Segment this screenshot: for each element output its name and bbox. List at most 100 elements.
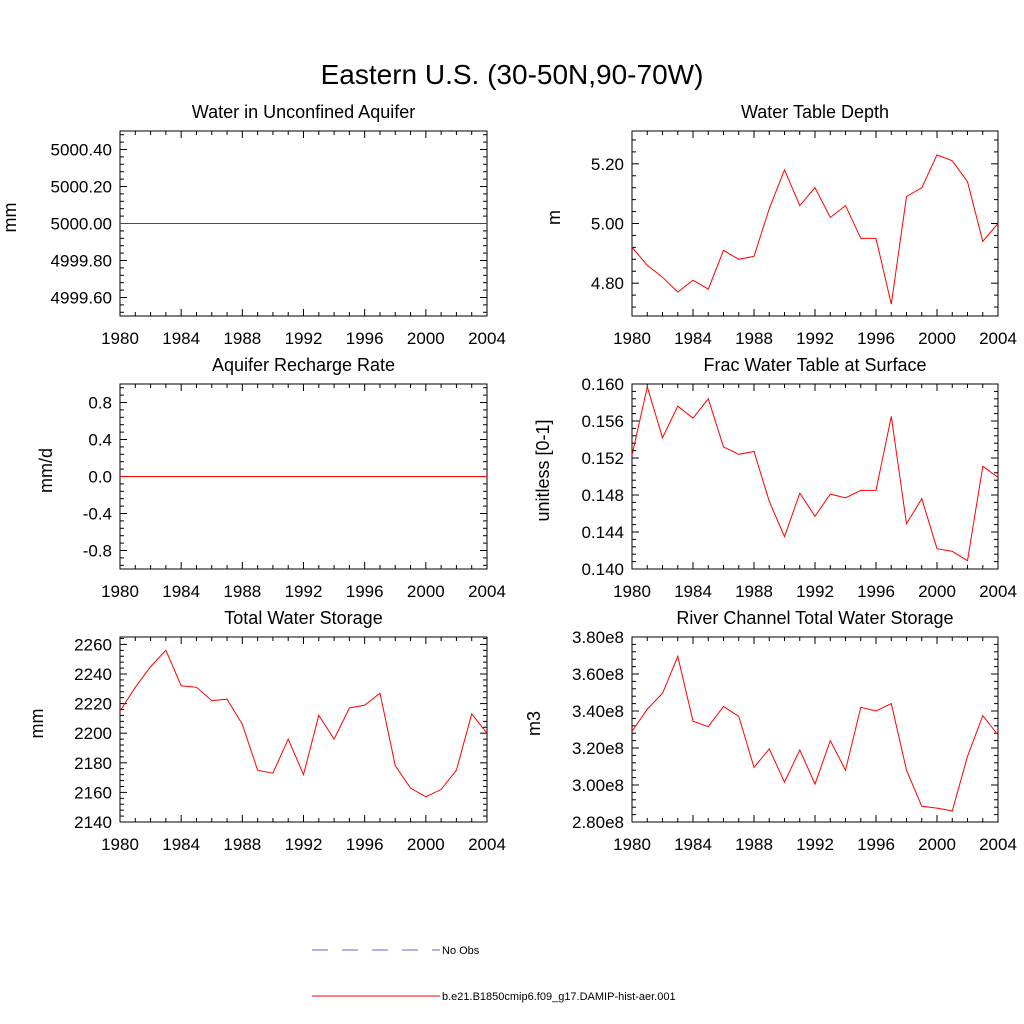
x-tick-label: 1980 bbox=[101, 835, 139, 854]
x-tick-label: 1988 bbox=[223, 582, 261, 601]
panels: Water in Unconfined Aquifer mm 1980 1984 198… bbox=[0, 102, 1017, 854]
y-axis-label: unitless [0-1] bbox=[533, 419, 553, 521]
x-tick-label: 1980 bbox=[613, 582, 651, 601]
series-line bbox=[631, 654, 999, 812]
y-tick-label: 5.00 bbox=[591, 215, 624, 234]
x-tick-label: 1992 bbox=[796, 582, 834, 601]
y-tick-label: 3.40e8 bbox=[572, 702, 624, 721]
panel-2: Water Table Depth m 1980 1984 1988 1992 1996 20… bbox=[544, 102, 1017, 348]
x-tick-label: 1984 bbox=[674, 835, 712, 854]
x-tick-label: 1980 bbox=[101, 329, 139, 348]
x-tick-label: 1992 bbox=[285, 835, 323, 854]
y-tick-label: 0.148 bbox=[581, 486, 624, 505]
x-tick-label: 1996 bbox=[857, 329, 895, 348]
y-tick-label: 4999.80 bbox=[51, 252, 112, 271]
y-tick-label: 0.156 bbox=[581, 412, 624, 431]
y-tick-label: 3.80e8 bbox=[572, 628, 624, 647]
legend-model-label: b.e21.B1850cmip6.f09_g17.DAMIP-hist-aer.… bbox=[442, 991, 676, 1003]
y-tick-label: 0.8 bbox=[88, 394, 112, 413]
y-tick-label: 2240 bbox=[74, 665, 112, 684]
x-tick-label: 2000 bbox=[918, 835, 956, 854]
y-tick-label: 4.80 bbox=[591, 274, 624, 293]
x-tick-label: 1988 bbox=[735, 582, 773, 601]
x-tick-label: 1984 bbox=[674, 329, 712, 348]
x-tick-label: 2004 bbox=[979, 582, 1017, 601]
y-tick-label: 2160 bbox=[74, 783, 112, 802]
y-tick-label: 3.00e8 bbox=[572, 776, 624, 795]
y-tick-label: 0.160 bbox=[581, 375, 624, 394]
y-tick-label: 5000.20 bbox=[51, 178, 112, 197]
x-tick-label: 2000 bbox=[407, 329, 445, 348]
plot-frame bbox=[631, 130, 999, 317]
x-tick-label: 2000 bbox=[918, 329, 956, 348]
x-tick-label: 2004 bbox=[468, 582, 506, 601]
x-tick-label: 1996 bbox=[857, 835, 895, 854]
y-tick-label: 3.60e8 bbox=[572, 665, 624, 684]
y-tick-label: 0.140 bbox=[581, 560, 624, 579]
y-tick-label: 4999.60 bbox=[51, 289, 112, 308]
panel-title: Water in Unconfined Aquifer bbox=[192, 102, 415, 122]
x-tick-label: 1980 bbox=[101, 582, 139, 601]
x-tick-label: 1980 bbox=[613, 329, 651, 348]
y-tick-label: 2.80e8 bbox=[572, 813, 624, 832]
y-tick-label: 2220 bbox=[74, 695, 112, 714]
figure-title: Eastern U.S. (30-50N,90-70W) bbox=[321, 59, 704, 90]
y-axis-label: mm/d bbox=[36, 448, 56, 493]
x-tick-label: 1996 bbox=[857, 582, 895, 601]
x-tick-label: 1988 bbox=[735, 835, 773, 854]
y-tick-label: 0.152 bbox=[581, 449, 624, 468]
y-tick-label: 2200 bbox=[74, 724, 112, 743]
y-tick-label: 2260 bbox=[74, 635, 112, 654]
x-tick-label: 2004 bbox=[979, 329, 1017, 348]
x-tick-label: 1996 bbox=[346, 329, 384, 348]
y-tick-label: 0.4 bbox=[88, 431, 112, 450]
y-tick-label: -0.8 bbox=[83, 542, 112, 561]
series-line bbox=[119, 649, 488, 798]
x-tick-label: 2000 bbox=[407, 582, 445, 601]
y-tick-label: 3.20e8 bbox=[572, 739, 624, 758]
panel-4: Frac Water Table at Surface unitless [0-1… bbox=[533, 355, 1017, 601]
x-tick-label: 1984 bbox=[674, 582, 712, 601]
plot-frame bbox=[631, 383, 999, 570]
x-tick-label: 2000 bbox=[918, 582, 956, 601]
panel-1: Water in Unconfined Aquifer mm 1980 1984 198… bbox=[0, 102, 506, 348]
y-axis-label: m bbox=[544, 210, 564, 225]
plot-frame bbox=[631, 636, 999, 823]
x-tick-label: 1980 bbox=[613, 835, 651, 854]
y-tick-label: 5.20 bbox=[591, 155, 624, 174]
legend-obs-label: No Obs bbox=[442, 945, 480, 957]
y-axis-label: m3 bbox=[524, 711, 544, 736]
panel-title: Water Table Depth bbox=[741, 102, 889, 122]
x-tick-label: 2004 bbox=[468, 329, 506, 348]
panel-title: River Channel Total Water Storage bbox=[676, 608, 953, 628]
x-tick-label: 1996 bbox=[346, 582, 384, 601]
y-tick-label: -0.4 bbox=[83, 505, 112, 524]
x-tick-label: 1984 bbox=[162, 329, 200, 348]
x-tick-label: 1996 bbox=[346, 835, 384, 854]
series-line bbox=[631, 384, 999, 562]
x-tick-label: 1984 bbox=[162, 582, 200, 601]
series-line bbox=[631, 154, 999, 305]
panel-3: Aquifer Recharge Rate mm/d 1980 1984 1988 199… bbox=[36, 355, 506, 601]
x-tick-label: 1992 bbox=[285, 582, 323, 601]
x-tick-label: 1984 bbox=[162, 835, 200, 854]
y-tick-label: 5000.00 bbox=[51, 215, 112, 234]
x-tick-label: 1992 bbox=[285, 329, 323, 348]
x-tick-label: 2004 bbox=[468, 835, 506, 854]
x-tick-label: 1988 bbox=[223, 835, 261, 854]
y-tick-label: 2140 bbox=[74, 813, 112, 832]
x-tick-label: 1992 bbox=[796, 329, 834, 348]
y-axis-label: mm bbox=[0, 203, 20, 233]
x-tick-label: 1988 bbox=[223, 329, 261, 348]
x-tick-label: 2004 bbox=[979, 835, 1017, 854]
x-tick-label: 1992 bbox=[796, 835, 834, 854]
y-axis-label: mm bbox=[27, 709, 47, 739]
y-tick-label: 5000.40 bbox=[51, 141, 112, 160]
legend: No Obs b.e21.B1850cmip6.f09_g17.DAMIP-hi… bbox=[312, 945, 676, 1003]
x-tick-label: 1988 bbox=[735, 329, 773, 348]
panel-title: Aquifer Recharge Rate bbox=[212, 355, 395, 375]
y-tick-label: 2180 bbox=[74, 754, 112, 773]
x-tick-label: 2000 bbox=[407, 835, 445, 854]
y-tick-label: 0.0 bbox=[88, 468, 112, 487]
